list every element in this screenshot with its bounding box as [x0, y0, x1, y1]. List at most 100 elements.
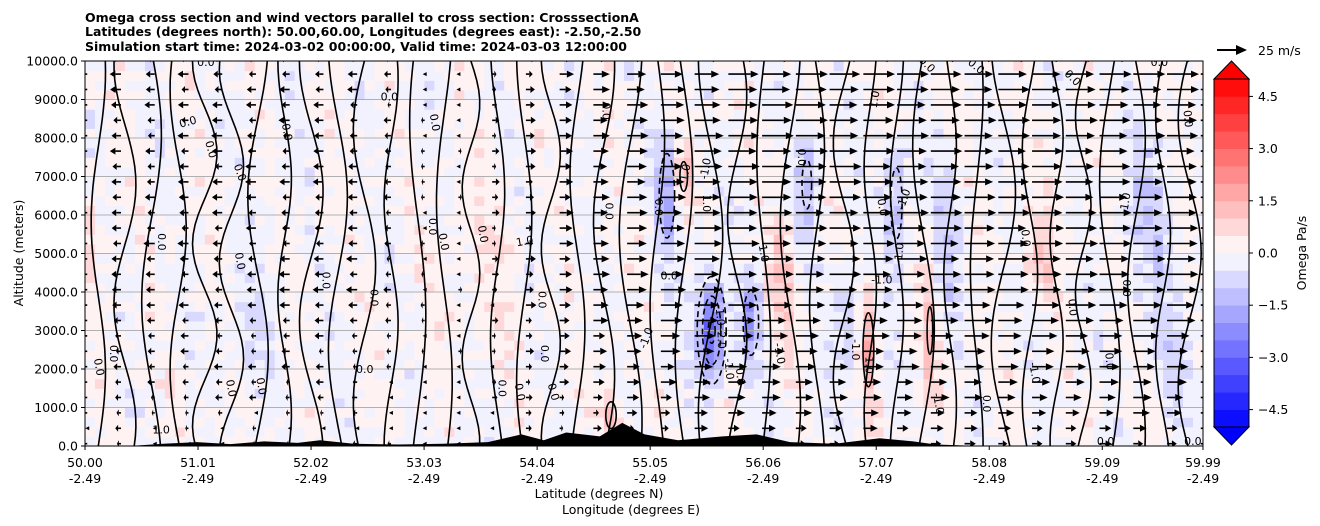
omega-cell	[154, 426, 166, 437]
omega-cell	[703, 340, 715, 351]
omega-cell	[484, 378, 495, 389]
omega-cell	[314, 340, 326, 351]
omega-cell	[254, 109, 266, 120]
omega-cell	[414, 89, 425, 101]
omega-cell	[614, 330, 625, 341]
omega-cell	[524, 378, 535, 389]
omega-cell	[773, 311, 785, 322]
omega-cell	[624, 80, 635, 91]
omega-cell	[344, 340, 356, 351]
omega-cell	[1153, 118, 1164, 129]
omega-cell	[424, 426, 435, 437]
omega-cell	[504, 301, 515, 312]
omega-cell	[134, 407, 146, 418]
omega-cell	[773, 340, 785, 351]
omega-cell	[1103, 61, 1114, 72]
omega-cell	[783, 70, 795, 81]
omega-cell	[454, 263, 465, 274]
omega-cell	[1113, 426, 1124, 437]
omega-cell	[913, 369, 925, 380]
omega-cell	[144, 320, 156, 332]
omega-cell	[224, 320, 236, 332]
omega-cell	[953, 234, 965, 245]
omega-cell	[913, 128, 925, 139]
omega-cell	[943, 234, 955, 245]
omega-cell	[933, 243, 945, 255]
wind-vector-head	[249, 239, 253, 247]
omega-cell	[653, 166, 665, 178]
omega-cell	[404, 388, 416, 399]
omega-cell	[124, 349, 136, 360]
wind-vector	[147, 347, 155, 355]
omega-cell	[1163, 224, 1174, 235]
omega-cell	[893, 224, 905, 235]
omega-cell	[1143, 234, 1154, 245]
omega-cell	[903, 397, 915, 409]
omega-cell	[993, 234, 1004, 245]
omega-cell	[1083, 349, 1094, 360]
wind-vector-head	[109, 147, 116, 155]
omega-cell	[753, 61, 765, 72]
omega-cell	[753, 426, 765, 437]
contour-line-zero	[218, 61, 245, 446]
omega-cell	[144, 349, 156, 360]
omega-cell	[85, 282, 96, 293]
omega-cell	[304, 128, 316, 139]
omega-cell	[184, 320, 196, 332]
omega-cell	[284, 234, 296, 245]
omega-cell	[743, 292, 755, 303]
omega-cell	[604, 186, 615, 197]
omega-cell	[1083, 195, 1094, 206]
omega-cell	[494, 407, 505, 418]
omega-cell	[374, 282, 386, 293]
omega-cell	[414, 205, 425, 216]
omega-cell	[194, 118, 206, 129]
omega-cell	[544, 340, 555, 351]
omega-cell	[114, 215, 126, 226]
omega-cell	[863, 186, 875, 197]
omega-cell	[863, 397, 875, 409]
omega-cell	[414, 378, 425, 389]
omega-cell	[174, 320, 186, 332]
omega-cell	[1143, 397, 1154, 409]
omega-cell	[913, 378, 925, 389]
omega-cell	[494, 263, 505, 274]
omega-cell	[973, 378, 984, 389]
omega-cell	[863, 320, 875, 332]
omega-cell	[324, 378, 336, 389]
omega-cell	[124, 330, 136, 341]
omega-cell	[134, 234, 146, 245]
omega-cell	[614, 320, 625, 332]
omega-cell	[733, 320, 745, 332]
omega-cell	[364, 61, 376, 72]
omega-cell	[703, 311, 715, 322]
wind-vector	[144, 101, 155, 109]
omega-cell	[194, 128, 206, 139]
omega-cell	[174, 205, 186, 216]
omega-cell	[374, 272, 386, 283]
omega-cell	[264, 128, 276, 139]
omega-cell	[683, 407, 695, 418]
omega-cell	[973, 320, 984, 332]
omega-cell	[813, 407, 825, 418]
omega-cell	[304, 99, 316, 110]
omega-cell	[873, 320, 885, 332]
omega-cell	[374, 109, 386, 120]
omega-cell	[723, 215, 735, 226]
omega-cell	[204, 138, 216, 149]
omega-cell	[384, 397, 396, 409]
omega-cell	[494, 215, 505, 226]
omega-cell	[104, 195, 116, 206]
omega-cell	[174, 263, 186, 274]
omega-cell	[174, 186, 186, 197]
omega-cell	[524, 186, 535, 197]
omega-cell	[1093, 186, 1104, 197]
omega-cell	[1103, 320, 1114, 332]
omega-cell	[644, 311, 655, 322]
omega-cell	[1153, 436, 1164, 446]
omega-cell	[294, 426, 306, 437]
omega-cell	[104, 186, 116, 197]
omega-cell	[474, 234, 485, 245]
omega-cell	[144, 89, 156, 101]
omega-cell	[1133, 61, 1144, 72]
